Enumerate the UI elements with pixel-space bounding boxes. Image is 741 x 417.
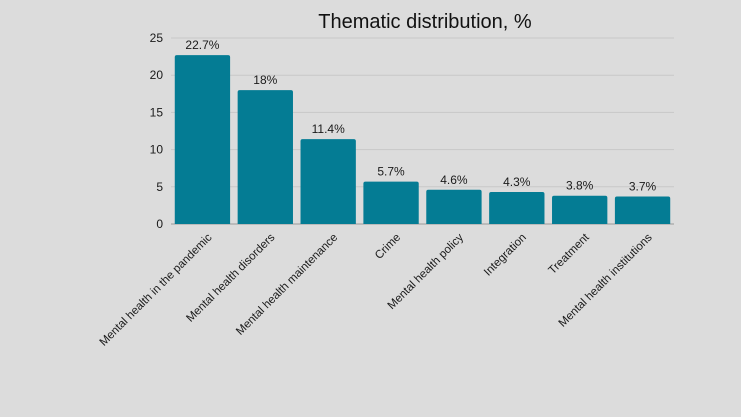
y-tick-label: 10 bbox=[150, 143, 164, 157]
bar bbox=[426, 189, 482, 224]
data-label: 5.7% bbox=[377, 165, 405, 179]
bar bbox=[174, 55, 231, 224]
category-label: Mental health in the pandemic bbox=[98, 231, 215, 348]
data-label: 22.7% bbox=[185, 38, 219, 52]
chart-title: Thematic distribution, % bbox=[318, 11, 532, 33]
y-tick-label: 15 bbox=[150, 105, 164, 119]
data-label: 3.7% bbox=[629, 179, 657, 193]
bar bbox=[237, 90, 293, 224]
y-tick-label: 0 bbox=[156, 217, 163, 231]
bar bbox=[363, 181, 419, 224]
y-axis-ticks: 0 5 10 15 20 25 bbox=[150, 31, 164, 231]
data-label: 3.8% bbox=[566, 179, 594, 193]
data-label: 4.6% bbox=[440, 173, 468, 187]
bar bbox=[300, 139, 356, 224]
bar bbox=[552, 195, 608, 224]
y-tick-label: 25 bbox=[150, 31, 164, 45]
y-tick-label: 20 bbox=[150, 68, 164, 82]
data-label: 4.3% bbox=[503, 175, 531, 189]
category-label: Crime bbox=[373, 232, 403, 262]
data-labels: 22.7% 18% 11.4% 5.7% 4.6% 4.3% 3.8% 3.7% bbox=[185, 38, 656, 193]
bar bbox=[489, 192, 545, 224]
bars bbox=[174, 55, 671, 224]
bar bbox=[614, 196, 671, 224]
category-label: Integration bbox=[482, 232, 529, 279]
data-label: 11.4% bbox=[312, 122, 345, 136]
category-label: Treatment bbox=[547, 231, 593, 277]
data-label: 18% bbox=[253, 73, 277, 87]
y-tick-label: 5 bbox=[156, 180, 163, 194]
category-label: Mental health maintenance bbox=[234, 232, 340, 338]
